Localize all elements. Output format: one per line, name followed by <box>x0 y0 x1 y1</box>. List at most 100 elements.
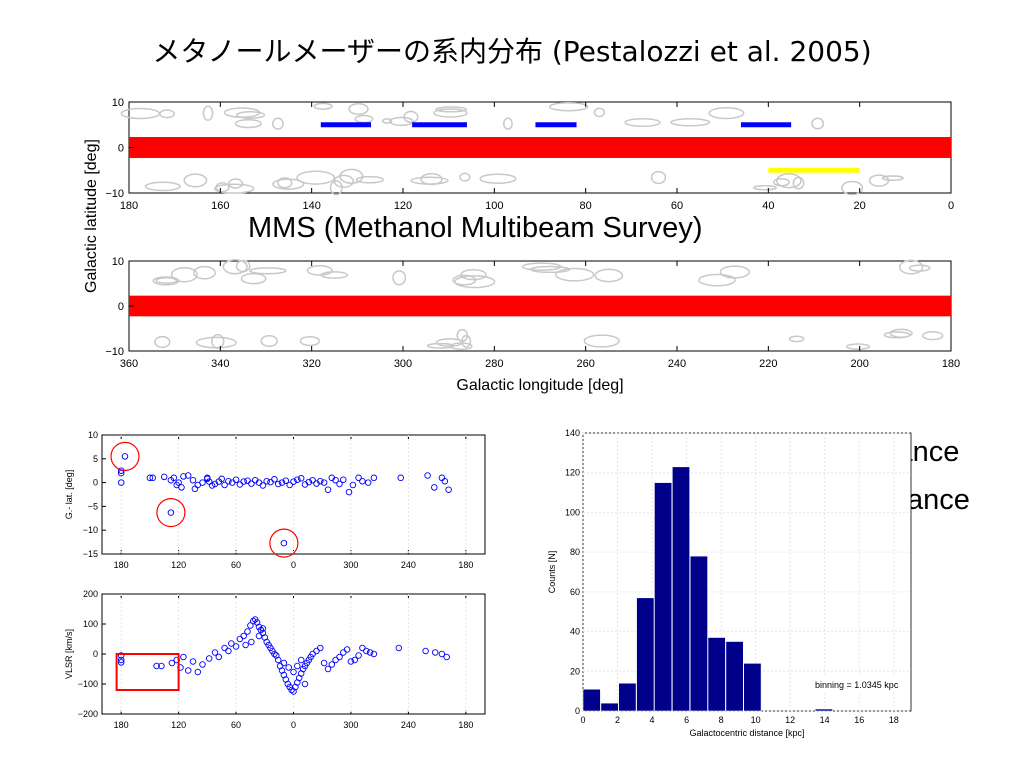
contour-blob <box>698 273 736 287</box>
maser-point <box>117 652 125 659</box>
contour-blob <box>502 117 513 130</box>
maser-point <box>297 656 305 664</box>
maser-point <box>297 475 305 482</box>
contour-blob <box>277 177 293 189</box>
maser-point <box>167 509 175 516</box>
y-tick-label: 140 <box>565 428 580 438</box>
maser-point <box>274 656 282 664</box>
maser-point <box>366 649 374 656</box>
contour-blob <box>479 173 517 184</box>
maser-point <box>199 661 206 668</box>
maser-point <box>208 482 216 489</box>
contour-blob <box>271 117 284 130</box>
contour-blob <box>222 259 248 275</box>
x-tick-label: 180 <box>114 720 129 730</box>
maser-point <box>259 482 267 489</box>
x-tick-label: 240 <box>668 358 686 370</box>
maser-point <box>232 643 240 650</box>
y-tick-label: 0 <box>575 706 580 716</box>
maser-point <box>263 477 270 485</box>
maser-point <box>363 647 370 655</box>
x-tick-label: 180 <box>458 720 473 730</box>
contour-blob <box>773 177 790 187</box>
contour-blob <box>624 117 661 128</box>
contour-blob <box>454 275 496 289</box>
x-tick-label: 300 <box>394 358 412 370</box>
x-tick-label: 260 <box>576 358 594 370</box>
maser-point <box>328 661 336 668</box>
maser-point <box>290 478 297 485</box>
maser-point <box>324 486 332 493</box>
x-tick-label: 300 <box>343 560 358 570</box>
x-tick-label: 20 <box>854 200 866 212</box>
y-tick-label: 10 <box>112 97 124 109</box>
y-tick-label: −15 <box>83 549 98 559</box>
contour-blob <box>306 265 333 276</box>
maser-point <box>320 659 328 667</box>
x-tick-label: 360 <box>120 358 138 370</box>
maser-point <box>317 477 324 485</box>
x-tick-label: 60 <box>671 200 683 212</box>
y-tick-label: 120 <box>565 468 580 478</box>
x-tick-label: 140 <box>302 200 320 212</box>
maser-point <box>121 453 129 460</box>
maser-point <box>117 659 125 666</box>
contour-blob <box>908 264 931 272</box>
y-tick-label: −5 <box>88 501 98 511</box>
x-tick-label: 80 <box>580 200 592 212</box>
contour-blob <box>392 270 407 286</box>
x-tick-label: 8 <box>719 715 724 725</box>
x-tick-label: 6 <box>684 715 689 725</box>
y-tick-label: 5 <box>93 454 98 464</box>
contour-blob <box>152 276 180 286</box>
maser-point <box>320 479 328 486</box>
contour-blob <box>583 334 620 348</box>
contour-blob <box>889 328 913 338</box>
maser-point <box>359 477 366 485</box>
maser-point <box>158 662 165 670</box>
contour-blob <box>922 331 944 341</box>
highlight-circle <box>110 441 140 471</box>
contour-blob <box>841 180 864 196</box>
highlight-circle <box>269 528 299 558</box>
contour-blob <box>170 266 198 283</box>
maser-point <box>146 474 154 482</box>
contour-blob <box>227 178 244 189</box>
y-tick-label: 80 <box>570 547 580 557</box>
contour-blob <box>898 259 924 275</box>
contour-blob <box>792 176 805 190</box>
x-tick-label: 18 <box>889 715 899 725</box>
y-tick-label: 100 <box>565 507 580 517</box>
contour-blob <box>433 108 468 118</box>
histogram-bar <box>582 688 601 712</box>
histogram-bar <box>707 637 726 712</box>
contour-blob <box>650 170 667 185</box>
maser-point <box>349 481 357 489</box>
x-tick-label: 340 <box>211 358 229 370</box>
contour-blob <box>881 175 904 181</box>
galactic-plane-band <box>129 137 951 158</box>
contour-blob <box>845 343 871 350</box>
contour-blob <box>555 267 595 282</box>
x-axis-label: Galactic longitude [deg] <box>456 377 623 394</box>
y-axis-label: Galactic latitude [deg] <box>83 139 100 293</box>
histogram-bar <box>689 555 708 712</box>
contour-blob <box>435 106 468 113</box>
x-tick-label: 60 <box>231 720 241 730</box>
maser-point <box>280 659 288 667</box>
maser-point <box>438 650 446 658</box>
x-tick-label: 4 <box>650 715 655 725</box>
maser-point <box>280 539 288 547</box>
contour-blob <box>753 184 777 191</box>
contour-blob <box>452 274 477 286</box>
maser-point <box>189 658 197 665</box>
maser-point <box>211 649 219 656</box>
histogram-bar <box>671 466 690 712</box>
maser-point <box>117 479 125 486</box>
y-tick-label: −10 <box>83 525 98 535</box>
contour-blob <box>708 106 745 120</box>
maser-point <box>441 477 449 485</box>
y-tick-label: −10 <box>105 188 124 200</box>
x-tick-label: 120 <box>171 720 186 730</box>
maser-point <box>336 480 343 488</box>
